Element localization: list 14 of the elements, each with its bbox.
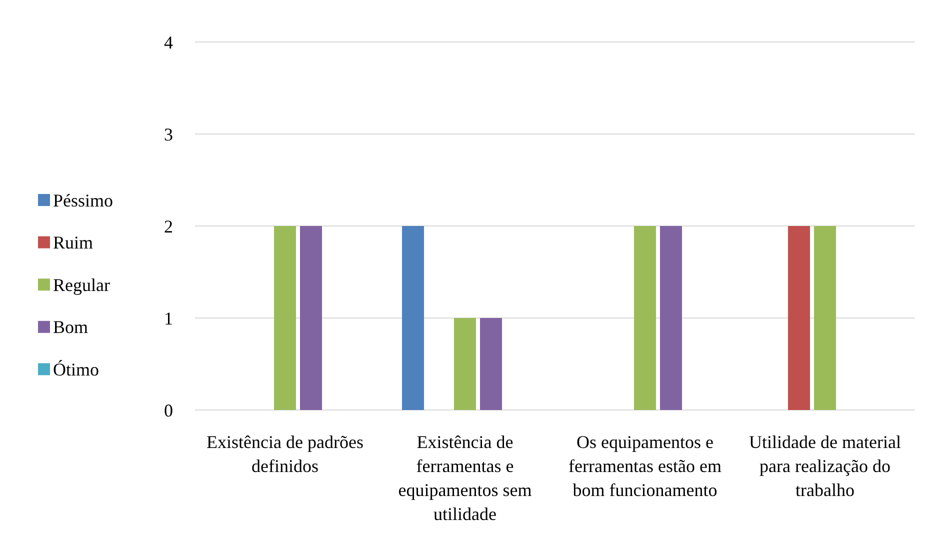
- x-tick-label: Existência de padrões definidos: [206, 432, 364, 476]
- legend-label: Ruim: [53, 232, 94, 253]
- legend-label: Regular: [53, 274, 110, 295]
- y-tick-label: 4: [164, 32, 173, 52]
- x-tick-label: Utilidade de material para realização do trabalho: [749, 432, 901, 500]
- legend-label: Péssimo: [53, 190, 114, 210]
- legend-label: Bom: [53, 317, 88, 338]
- y-tick-label: 1: [164, 308, 173, 328]
- legend-label: Ótimo: [53, 360, 100, 380]
- x-tick-label: Os equipamentos e ferramentas estão em bom funcionamento: [568, 432, 722, 500]
- y-tick-label: 0: [164, 400, 173, 420]
- y-tick-label: 3: [164, 124, 173, 144]
- x-tick-label: Existência de ferramentas e equipamentos sem utilidade: [398, 432, 532, 524]
- y-tick-label: 2: [164, 216, 173, 236]
